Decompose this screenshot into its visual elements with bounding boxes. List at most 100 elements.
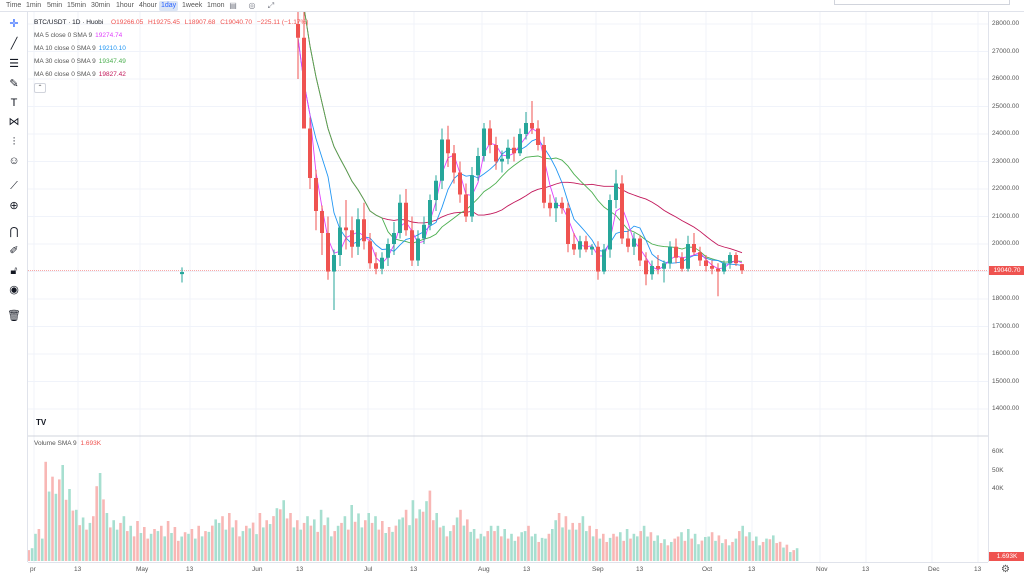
volume-bar xyxy=(258,513,262,561)
candle-body xyxy=(542,145,546,203)
ohlc-change: −225.11 (−1.17%) xyxy=(256,19,309,26)
volume-legend[interactable]: Volume SMA 9 1.693K xyxy=(34,440,101,447)
volume-bar xyxy=(153,529,156,561)
volume-bar xyxy=(34,533,37,561)
volume-bar xyxy=(408,525,411,561)
volume-bar xyxy=(642,525,646,561)
candle-body xyxy=(410,230,414,261)
volume-bar xyxy=(523,531,527,561)
timeframe-1week[interactable]: 1week xyxy=(182,2,203,9)
ruler-icon[interactable]: ⟋ xyxy=(10,180,18,192)
time-label: Dec xyxy=(928,566,940,573)
volume-bar xyxy=(432,520,435,561)
trendline-icon[interactable]: ╱ xyxy=(10,38,18,50)
timeframe-4hour[interactable]: 4hour xyxy=(139,2,157,9)
candle-body xyxy=(518,134,522,154)
zoom-in-icon[interactable]: ⊕ xyxy=(9,200,19,212)
volume-bar xyxy=(632,533,636,561)
volume-bar xyxy=(200,536,204,561)
volume-bar xyxy=(228,513,231,561)
ma10-legend[interactable]: MA 10 close 0 SMA 9 19210.10 xyxy=(34,42,308,55)
volume-bar xyxy=(707,536,710,561)
timeframe-1day[interactable]: 1day xyxy=(159,1,179,11)
volume-bar xyxy=(279,509,282,561)
prediction-icon[interactable]: ⫶ xyxy=(12,136,16,148)
volume-bar xyxy=(129,525,132,561)
candle-body xyxy=(506,147,510,159)
volume-bar xyxy=(343,516,347,561)
chart-canvas[interactable] xyxy=(28,12,988,562)
crosshair-icon[interactable]: ✛ xyxy=(9,18,19,30)
volume-bar xyxy=(64,499,68,561)
volume-bar xyxy=(265,520,268,561)
magnet-icon[interactable]: ⋂ xyxy=(9,226,19,238)
volume-bar xyxy=(282,500,285,561)
eye-icon[interactable]: ◉ xyxy=(9,284,19,296)
candle-body xyxy=(332,255,336,272)
volume-bar xyxy=(636,536,639,561)
timeframe-30min[interactable]: 30min xyxy=(91,2,111,9)
lock-drawing-icon[interactable]: ✐ xyxy=(9,245,19,257)
candle-body xyxy=(470,175,474,217)
gear-icon[interactable]: ⚙ xyxy=(1001,564,1010,575)
volume-bar xyxy=(578,522,581,561)
volume-bar xyxy=(782,547,785,561)
chart-pane[interactable] xyxy=(28,12,988,562)
volume-bar xyxy=(619,532,622,561)
volume-bar xyxy=(285,518,289,561)
volume-bar xyxy=(520,532,523,561)
volume-bar xyxy=(119,522,122,561)
volume-bar xyxy=(537,541,540,561)
time-label: Jun xyxy=(252,566,263,573)
indicators-icon[interactable]: ◎ xyxy=(248,1,256,10)
top-right-panel xyxy=(834,0,1010,5)
timeframe-1min[interactable]: 1min xyxy=(26,2,42,9)
collapse-legend-button[interactable]: ⌃ xyxy=(34,83,46,93)
volume-bar xyxy=(143,527,146,561)
candle-body xyxy=(344,227,348,231)
price-scale[interactable]: 28000.00 27000.00 26000.00 25000.00 24000.00… xyxy=(988,12,1024,562)
volume-bar xyxy=(296,520,299,561)
timeframe-5min[interactable]: 5min xyxy=(47,2,63,9)
volume-bar xyxy=(608,537,612,561)
volume-bar xyxy=(673,538,676,561)
volume-bar xyxy=(561,527,564,561)
price-label: 18000.00 xyxy=(992,295,1020,302)
volume-bar xyxy=(683,540,687,561)
volume-bar xyxy=(772,535,775,561)
timeframe-1mon[interactable]: 1mon xyxy=(207,2,225,9)
brush-icon[interactable]: ✎ xyxy=(9,78,19,90)
candle-body xyxy=(338,227,342,255)
candle-body xyxy=(464,194,468,217)
pattern-icon[interactable]: ⋈ xyxy=(8,116,20,128)
candle-body xyxy=(602,249,606,272)
volume-bar xyxy=(792,550,795,561)
fib-icon[interactable]: ☰ xyxy=(9,58,19,70)
price-label: 21000.00 xyxy=(992,212,1020,220)
timeframe-1hour[interactable]: 1hour xyxy=(116,2,134,9)
timeframe-Time[interactable]: Time xyxy=(6,2,22,9)
ma30-legend[interactable]: MA 30 close 0 SMA 9 19347.49 xyxy=(34,55,308,68)
trash-icon[interactable]: 🗑︎ xyxy=(7,310,21,322)
candle-body xyxy=(368,241,372,264)
current-price-tag: 19040.70 xyxy=(989,265,1024,275)
symbol-label[interactable]: BTC/USDT · 1D · Huobi xyxy=(34,19,104,26)
chart-legend: BTC/USDT · 1D · Huobi O19266.05 H19275.4… xyxy=(34,16,308,94)
volume-bar xyxy=(534,533,537,561)
volume-bar xyxy=(326,517,330,561)
volume-bar xyxy=(710,532,714,561)
text-icon[interactable]: T xyxy=(10,97,18,109)
volume-bar xyxy=(398,519,401,561)
candle-body xyxy=(350,230,354,247)
ma60-legend[interactable]: MA 60 close 0 SMA 9 19827.42 xyxy=(34,68,308,81)
tradingview-logo-icon[interactable]: TV xyxy=(36,418,47,427)
ma5-legend[interactable]: MA 5 close 0 SMA 9 19274.74 xyxy=(34,29,308,42)
emoji-icon[interactable]: ☺ xyxy=(8,155,20,167)
volume-bar xyxy=(466,519,469,561)
time-scale[interactable]: pr 13 May 13 Jun 13 Jul 13 Aug 13 Sep 13 Oct 13 Nov 13 D… xyxy=(28,562,988,576)
chart-type-icon[interactable]: ▤ xyxy=(229,1,237,10)
volume-bar xyxy=(571,522,574,561)
timeframe-15min[interactable]: 15min xyxy=(67,2,87,9)
fullscreen-icon[interactable]: ⤢ xyxy=(267,1,275,10)
lock-icon[interactable]: 🔓︎ xyxy=(10,265,18,277)
